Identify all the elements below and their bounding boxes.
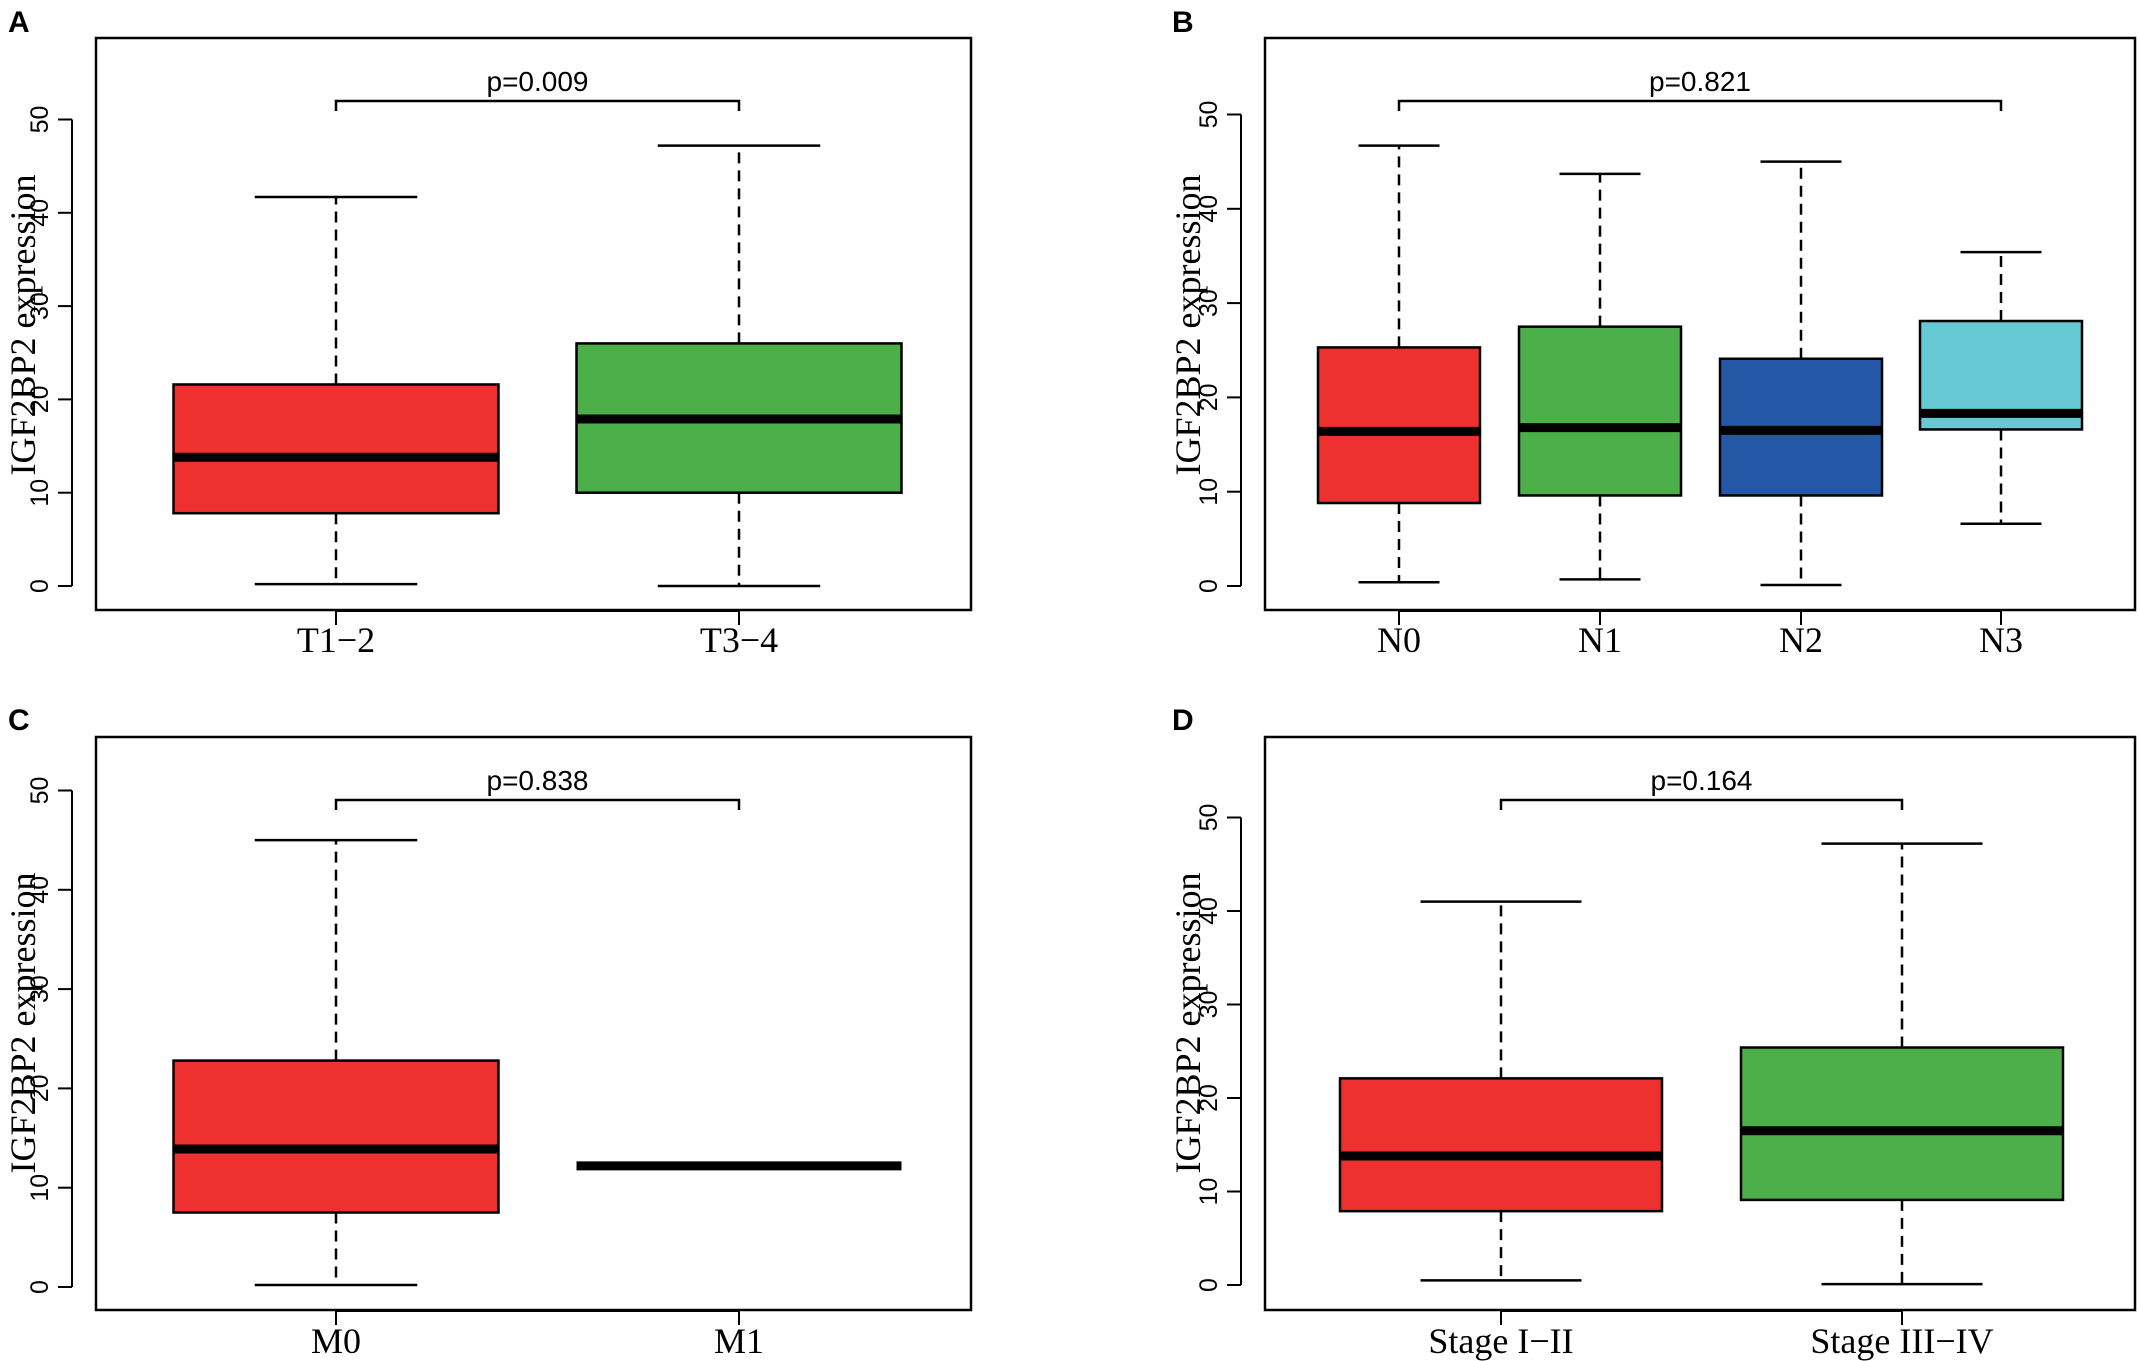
- y-tick-label: 50: [26, 777, 54, 805]
- y-tick-label: 0: [26, 579, 54, 593]
- box-n0: [1316, 144, 1482, 584]
- significance-bracket: [334, 798, 741, 810]
- y-tick-label: 30: [26, 975, 54, 1003]
- significance-bracket: [1397, 99, 2003, 111]
- iqr-box: [1316, 346, 1482, 505]
- p-value-label: p=0.821: [1649, 66, 1751, 97]
- x-tick-label: M1: [714, 1321, 764, 1361]
- plot-frame: [94, 36, 973, 612]
- y-tick-label: 20: [26, 385, 54, 413]
- p-value-label: p=0.838: [487, 765, 589, 796]
- y-tick-label: 50: [1195, 101, 1223, 129]
- iqr-box: [1338, 1077, 1664, 1213]
- x-tick-label: N2: [1779, 620, 1823, 660]
- y-tick-label: 20: [1195, 1084, 1223, 1112]
- box-n1: [1517, 172, 1683, 581]
- x-tick-label: T3−4: [700, 620, 778, 660]
- y-tick-label: 10: [1195, 1178, 1223, 1206]
- y-tick-label: 0: [1195, 579, 1223, 593]
- x-tick-label: M0: [311, 1321, 361, 1361]
- y-tick-label: 50: [26, 106, 54, 134]
- iqr-box: [172, 1059, 500, 1214]
- iqr-box: [1739, 1046, 2065, 1202]
- iqr-box: [172, 383, 500, 515]
- y-tick-label: 40: [26, 199, 54, 227]
- y-tick-label: 30: [1195, 991, 1223, 1019]
- x-tick-label: T1−2: [297, 620, 375, 660]
- box-stage-iii-iv: [1739, 842, 2065, 1286]
- y-axis-title: IGF2BP2 expression: [1168, 872, 1208, 1173]
- box-t3-4: [575, 144, 903, 588]
- y-tick-label: 40: [1195, 897, 1223, 925]
- significance-bracket: [334, 99, 741, 111]
- y-tick-label: 10: [1195, 478, 1223, 506]
- panel-letter: A: [8, 6, 30, 39]
- y-tick-label: 30: [1195, 289, 1223, 317]
- y-axis-title: IGF2BP2 expression: [1168, 174, 1208, 475]
- y-axis-title: IGF2BP2 expression: [3, 174, 43, 475]
- x-tick-label: N0: [1377, 620, 1421, 660]
- x-tick-label: N3: [1979, 620, 2023, 660]
- y-tick-label: 40: [1195, 195, 1223, 223]
- box-t1-2: [172, 195, 500, 586]
- y-tick-label: 0: [26, 1280, 54, 1294]
- y-axis-title: IGF2BP2 expression: [3, 872, 43, 1173]
- panel-d: D 0 10 20 30 40 50 IGF2BP2 expression Stage I−II…: [1168, 704, 2137, 1361]
- iqr-box: [1517, 325, 1683, 497]
- x-tick-label: Stage I−II: [1428, 1321, 1573, 1361]
- box-m0: [172, 838, 500, 1287]
- box-n3: [1918, 250, 2084, 526]
- y-tick-label: 10: [26, 479, 54, 507]
- y-tick-label: 0: [1195, 1278, 1223, 1292]
- y-tick-label: 20: [1195, 383, 1223, 411]
- panel-b: B 0 10 20 30 40 50 IGF2BP2 expression N0 N1 N2 N3 p=…: [1168, 6, 2137, 660]
- significance-bracket: [1499, 798, 1904, 810]
- y-tick-label: 50: [1195, 804, 1223, 832]
- p-value-label: p=0.164: [1651, 765, 1753, 796]
- box-stage-i-ii: [1338, 900, 1664, 1282]
- y-tick-label: 10: [26, 1174, 54, 1202]
- panel-letter: B: [1172, 6, 1194, 39]
- panel-letter: C: [8, 704, 30, 737]
- plot-frame: [1263, 735, 2137, 1312]
- y-tick-label: 40: [26, 876, 54, 904]
- y-tick-label: 20: [26, 1074, 54, 1102]
- panel-c: C 0 10 20 30 40 50 IGF2BP2 expression M0 M1 p=0.83…: [3, 704, 973, 1361]
- panel-letter: D: [1172, 704, 1194, 737]
- plot-frame: [94, 735, 973, 1312]
- x-tick-label: N1: [1578, 620, 1622, 660]
- panel-a: A 0 10 20 30 40 50 IGF2BP2 expression T1−2 T3−4 p=…: [3, 6, 973, 660]
- p-value-label: p=0.009: [487, 66, 589, 97]
- y-tick-label: 30: [26, 292, 54, 320]
- box-n2: [1718, 160, 1884, 587]
- x-tick-label: Stage III−IV: [1810, 1321, 1993, 1361]
